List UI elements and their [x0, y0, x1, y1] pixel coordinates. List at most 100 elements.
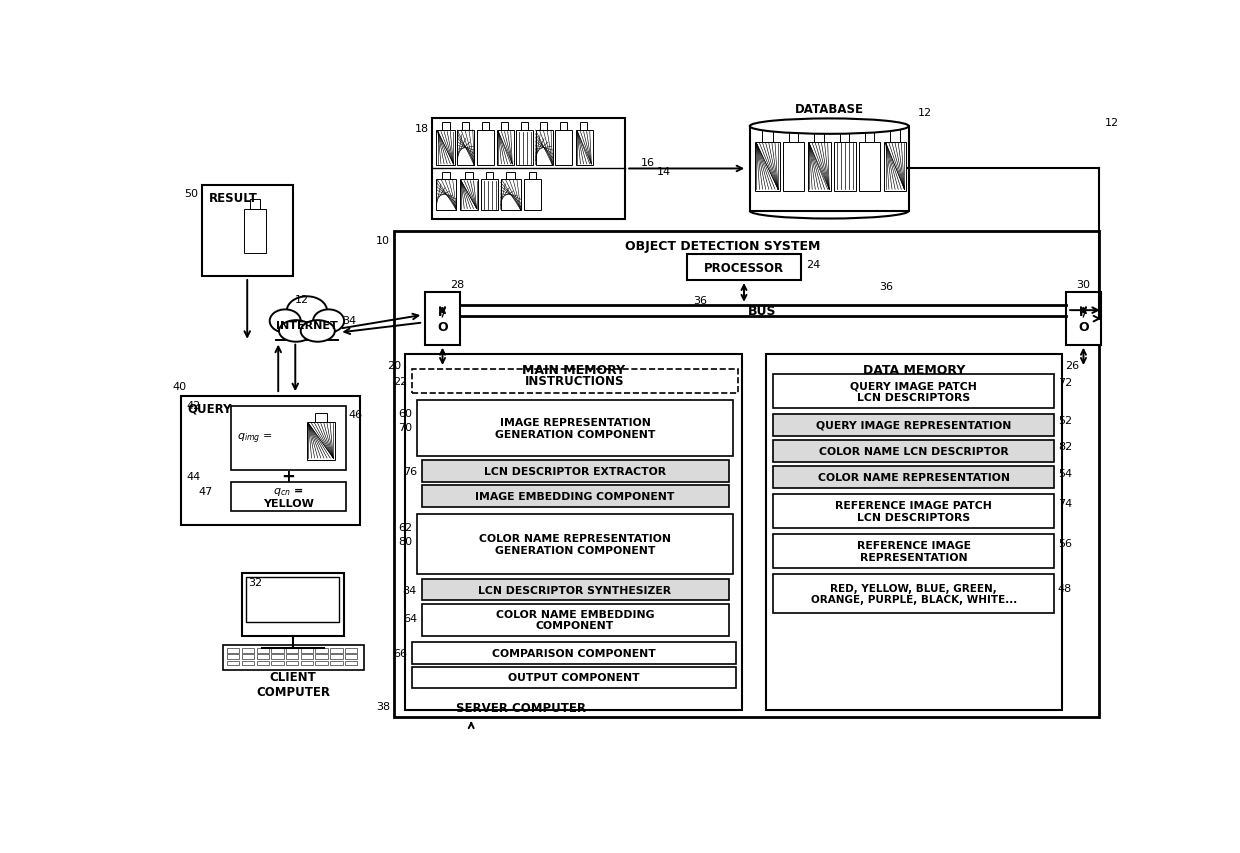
Text: 84: 84 [403, 585, 417, 595]
Text: IMAGE EMBEDDING COMPONENT: IMAGE EMBEDDING COMPONENT [475, 491, 675, 501]
FancyBboxPatch shape [330, 648, 342, 653]
FancyBboxPatch shape [782, 142, 805, 192]
Text: 12: 12 [295, 294, 309, 305]
FancyBboxPatch shape [275, 328, 339, 340]
FancyBboxPatch shape [761, 130, 773, 142]
FancyBboxPatch shape [315, 661, 327, 665]
Ellipse shape [300, 321, 335, 342]
FancyBboxPatch shape [482, 122, 489, 131]
Text: REFERENCE IMAGE
REPRESENTATION: REFERENCE IMAGE REPRESENTATION [857, 541, 971, 562]
FancyBboxPatch shape [789, 130, 799, 142]
Text: RESULT: RESULT [210, 192, 258, 205]
Text: OUTPUT COMPONENT: OUTPUT COMPONENT [508, 673, 640, 682]
Text: 64: 64 [403, 613, 417, 623]
Text: 20: 20 [387, 361, 402, 371]
FancyBboxPatch shape [501, 180, 521, 211]
FancyBboxPatch shape [301, 648, 312, 653]
Text: 42: 42 [186, 401, 200, 411]
FancyBboxPatch shape [436, 131, 455, 166]
Text: $q_{cn}$ =
YELLOW: $q_{cn}$ = YELLOW [263, 485, 314, 508]
Text: 34: 34 [342, 316, 357, 326]
Ellipse shape [270, 310, 301, 333]
FancyBboxPatch shape [506, 172, 515, 180]
FancyBboxPatch shape [580, 122, 588, 131]
FancyBboxPatch shape [424, 293, 460, 345]
Text: 80: 80 [398, 537, 412, 546]
FancyBboxPatch shape [404, 355, 743, 710]
Text: 32: 32 [248, 577, 262, 588]
Text: MAIN MEMORY: MAIN MEMORY [522, 364, 625, 377]
FancyBboxPatch shape [501, 122, 508, 131]
FancyBboxPatch shape [441, 172, 450, 180]
Text: IMAGE REPRESENTATION
GENERATION COMPONENT: IMAGE REPRESENTATION GENERATION COMPONEN… [495, 418, 655, 439]
FancyBboxPatch shape [223, 646, 365, 670]
FancyBboxPatch shape [497, 131, 513, 166]
Text: 54: 54 [1058, 468, 1073, 478]
FancyBboxPatch shape [525, 180, 541, 211]
FancyBboxPatch shape [231, 482, 346, 512]
FancyBboxPatch shape [774, 575, 1054, 613]
FancyBboxPatch shape [774, 441, 1054, 462]
FancyBboxPatch shape [247, 577, 340, 623]
Text: +: + [281, 467, 295, 485]
Text: CLIENT
COMPUTER: CLIENT COMPUTER [255, 670, 330, 698]
FancyBboxPatch shape [774, 374, 1054, 409]
Text: LCN DESCRIPTOR EXTRACTOR: LCN DESCRIPTOR EXTRACTOR [484, 467, 666, 477]
FancyBboxPatch shape [541, 122, 547, 131]
FancyBboxPatch shape [272, 654, 284, 659]
Ellipse shape [312, 310, 345, 333]
FancyBboxPatch shape [774, 415, 1054, 436]
FancyBboxPatch shape [833, 142, 856, 192]
FancyBboxPatch shape [201, 185, 293, 276]
Text: 38: 38 [377, 701, 391, 711]
FancyBboxPatch shape [516, 131, 533, 166]
FancyBboxPatch shape [422, 604, 729, 636]
FancyBboxPatch shape [315, 654, 327, 659]
Text: 36: 36 [879, 282, 893, 292]
FancyBboxPatch shape [242, 648, 254, 653]
FancyBboxPatch shape [301, 654, 312, 659]
FancyBboxPatch shape [227, 661, 239, 665]
FancyBboxPatch shape [315, 413, 327, 422]
FancyBboxPatch shape [412, 370, 738, 393]
FancyBboxPatch shape [528, 172, 536, 180]
Ellipse shape [286, 297, 327, 326]
Text: 46: 46 [348, 409, 363, 420]
FancyBboxPatch shape [755, 142, 780, 192]
Text: LCN DESCRIPTOR SYNTHESIZER: LCN DESCRIPTOR SYNTHESIZER [479, 585, 672, 595]
Text: DATABASE: DATABASE [795, 103, 864, 116]
FancyBboxPatch shape [286, 661, 299, 665]
FancyBboxPatch shape [330, 654, 342, 659]
Ellipse shape [750, 119, 909, 135]
FancyBboxPatch shape [884, 142, 906, 192]
Text: 62: 62 [398, 522, 412, 532]
Text: 48: 48 [1058, 583, 1073, 594]
Text: 82: 82 [1058, 442, 1073, 452]
FancyBboxPatch shape [521, 122, 528, 131]
Text: 22: 22 [393, 376, 408, 386]
FancyBboxPatch shape [481, 180, 498, 211]
FancyBboxPatch shape [422, 579, 729, 601]
Text: 70: 70 [398, 422, 412, 432]
FancyBboxPatch shape [345, 648, 357, 653]
Text: COLOR NAME EMBEDDING
COMPONENT: COLOR NAME EMBEDDING COMPONENT [496, 609, 655, 630]
Text: 60: 60 [398, 409, 412, 419]
Text: 16: 16 [641, 157, 655, 167]
Text: OBJECT DETECTION SYSTEM: OBJECT DETECTION SYSTEM [625, 239, 821, 252]
FancyBboxPatch shape [774, 495, 1054, 529]
Text: 10: 10 [376, 236, 389, 247]
FancyBboxPatch shape [272, 661, 284, 665]
Text: DATA MEMORY: DATA MEMORY [863, 364, 965, 377]
Text: COLOR NAME LCN DESCRIPTOR: COLOR NAME LCN DESCRIPTOR [818, 446, 1008, 456]
FancyBboxPatch shape [315, 648, 327, 653]
FancyBboxPatch shape [244, 210, 265, 254]
FancyBboxPatch shape [1065, 293, 1101, 345]
FancyBboxPatch shape [417, 514, 733, 575]
FancyBboxPatch shape [866, 130, 874, 142]
FancyBboxPatch shape [458, 131, 474, 166]
FancyBboxPatch shape [412, 642, 737, 664]
Text: 50: 50 [185, 189, 198, 199]
Text: QUERY IMAGE PATCH
LCN DESCRIPTORS: QUERY IMAGE PATCH LCN DESCRIPTORS [851, 380, 977, 403]
FancyBboxPatch shape [575, 131, 593, 166]
FancyBboxPatch shape [286, 648, 299, 653]
